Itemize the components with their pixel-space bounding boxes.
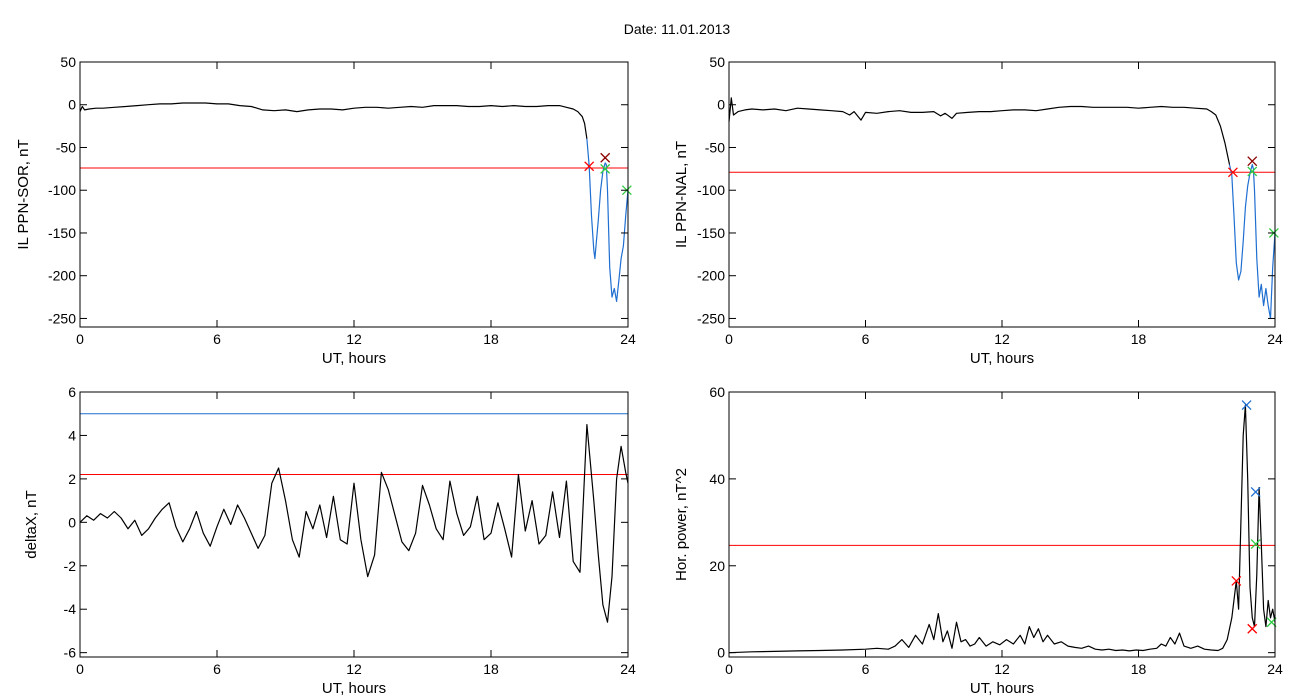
x-axis-label: UT, hours bbox=[970, 680, 1034, 697]
x-tick-label: 0 bbox=[76, 661, 84, 677]
series-line bbox=[1228, 164, 1276, 320]
y-tick-label: 60 bbox=[709, 384, 725, 400]
x-axis-label: UT, hours bbox=[970, 350, 1034, 367]
x-axis-label: UT, hours bbox=[322, 680, 386, 697]
y-tick-label: 40 bbox=[709, 471, 725, 487]
y-tick-label: 0 bbox=[717, 645, 725, 661]
x-tick-label: 24 bbox=[620, 331, 636, 347]
y-axis-label: IL PPN-SOR, nT bbox=[15, 139, 32, 249]
panel-deltax: UT, hours deltaX, nT 0 6 12 18 24 6 4 2 0 -2 -4 -6 bbox=[23, 384, 636, 697]
x-axis-label: UT, hours bbox=[322, 350, 386, 367]
series-line bbox=[728, 97, 1231, 165]
x-tick-label: 0 bbox=[725, 661, 733, 677]
y-tick-label: -200 bbox=[48, 268, 76, 284]
x-tick-label: 6 bbox=[862, 661, 870, 677]
series-line bbox=[79, 424, 629, 623]
data-marker bbox=[1250, 539, 1261, 550]
x-tick-label: 0 bbox=[76, 331, 84, 347]
x-tick-label: 18 bbox=[1131, 661, 1147, 677]
x-tick-label: 24 bbox=[1267, 661, 1283, 677]
panel-power-marks bbox=[728, 400, 1277, 654]
data-marker bbox=[600, 163, 611, 174]
y-tick-label: 0 bbox=[68, 97, 76, 113]
panel-deltax-marks bbox=[79, 413, 629, 623]
y-tick-label: -250 bbox=[48, 310, 76, 326]
y-tick-label: -100 bbox=[48, 182, 76, 198]
x-tick-label: 18 bbox=[483, 331, 499, 347]
series-line bbox=[79, 102, 588, 139]
plot-frame bbox=[79, 61, 629, 328]
data-marker bbox=[584, 161, 595, 172]
data-marker bbox=[1250, 486, 1261, 497]
y-tick-label: 50 bbox=[709, 54, 725, 70]
y-tick-label: -150 bbox=[697, 225, 725, 241]
panel-nal: UT, hours IL PPN-NAL, nT 0 6 12 18 24 50 0 -50 -… bbox=[673, 54, 1283, 367]
y-tick-label: 0 bbox=[717, 97, 725, 113]
panel-power: UT, hours Hor. power, nT^2 0 6 12 18 24 60 40 2… bbox=[673, 384, 1283, 697]
y-axis-label: Hor. power, nT^2 bbox=[673, 468, 690, 581]
y-tick-label: 4 bbox=[68, 427, 76, 443]
y-tick-label: -50 bbox=[56, 139, 76, 155]
panel-sor-marks bbox=[79, 102, 632, 302]
plot-frame bbox=[79, 391, 629, 658]
y-tick-label: 6 bbox=[68, 384, 76, 400]
data-marker bbox=[1227, 167, 1238, 178]
x-tick-label: 18 bbox=[483, 661, 499, 677]
x-tick-label: 0 bbox=[725, 331, 733, 347]
data-marker bbox=[600, 152, 611, 163]
series-line bbox=[728, 404, 1276, 654]
y-tick-label: -250 bbox=[697, 310, 725, 326]
y-tick-label: 2 bbox=[68, 471, 76, 487]
data-marker bbox=[1241, 400, 1252, 410]
x-tick-label: 6 bbox=[213, 331, 221, 347]
y-tick-label: -50 bbox=[705, 139, 725, 155]
plot-frame bbox=[728, 61, 1276, 328]
x-tick-label: 24 bbox=[1267, 331, 1283, 347]
y-tick-label: -6 bbox=[64, 645, 77, 661]
x-tick-label: 6 bbox=[213, 661, 221, 677]
y-axis-label: IL PPN-NAL, nT bbox=[673, 141, 690, 248]
y-tick-label: -100 bbox=[697, 182, 725, 198]
y-tick-label: 20 bbox=[709, 558, 725, 574]
data-marker bbox=[1247, 623, 1258, 634]
y-tick-label: -2 bbox=[64, 558, 77, 574]
data-marker bbox=[1247, 156, 1258, 167]
y-tick-label: 50 bbox=[60, 54, 76, 70]
data-marker bbox=[1247, 166, 1258, 177]
y-tick-label: 0 bbox=[68, 514, 76, 530]
y-tick-label: -150 bbox=[48, 225, 76, 241]
x-tick-label: 12 bbox=[994, 331, 1010, 347]
x-tick-label: 18 bbox=[1131, 331, 1147, 347]
series-line bbox=[586, 138, 629, 302]
x-tick-label: 6 bbox=[862, 331, 870, 347]
y-tick-label: -200 bbox=[697, 268, 725, 284]
panel-sor: UT, hours IL PPN-SOR, nT 0 6 12 18 24 50 0 -50 -… bbox=[15, 54, 636, 367]
x-tick-label: 24 bbox=[620, 661, 636, 677]
y-tick-label: -4 bbox=[64, 601, 77, 617]
panel-nal-marks bbox=[728, 97, 1279, 320]
x-tick-label: 12 bbox=[346, 661, 362, 677]
figure-title: Date: 11.01.2013 bbox=[624, 21, 731, 37]
data-marker bbox=[1231, 576, 1242, 586]
x-tick-label: 12 bbox=[346, 331, 362, 347]
y-axis-label: deltaX, nT bbox=[23, 490, 40, 558]
x-tick-label: 12 bbox=[994, 661, 1010, 677]
plot-frame bbox=[728, 391, 1276, 658]
